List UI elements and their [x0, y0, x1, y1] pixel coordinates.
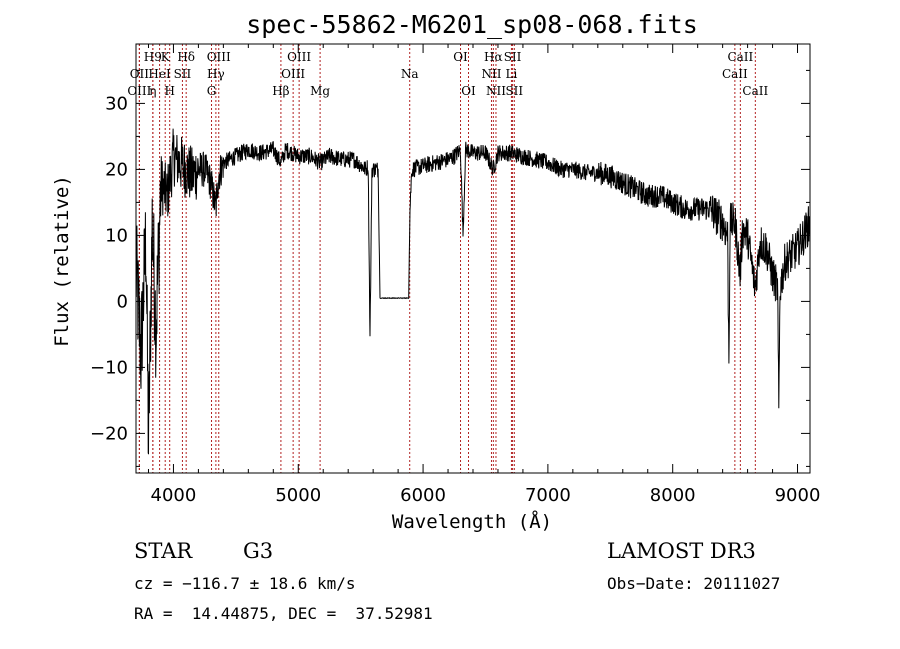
observation-date: Obs−Date: 20111027	[607, 574, 781, 593]
x-tick-label: 6000	[400, 485, 446, 506]
line-label: OII	[130, 67, 150, 81]
line-label: Hδ	[177, 50, 195, 64]
chart-title: spec-55862-M6201_sp08-068.fits	[246, 10, 698, 39]
y-axis: −20 −10 0 10 20 30	[90, 69, 810, 467]
line-label: OIII	[207, 50, 231, 64]
object-class: STAR	[134, 539, 193, 563]
line-label: Na	[401, 67, 419, 81]
line-label: SII	[505, 84, 523, 98]
line-label: SII	[504, 50, 522, 64]
coordinates: RA = 14.44875, DEC = 37.52981	[134, 604, 433, 623]
plot-frame	[135, 43, 811, 474]
line-label: H9	[144, 50, 162, 64]
line-label: Hα	[484, 50, 503, 64]
y-tick-label: 30	[105, 93, 128, 114]
line-label: OIII	[281, 67, 305, 81]
y-axis-label: Flux (relative)	[51, 175, 73, 347]
spectrum-line	[135, 128, 811, 455]
line-label: Hβ	[272, 84, 289, 98]
line-label: K	[161, 50, 171, 64]
y-tick-label: −10	[90, 357, 128, 378]
line-label: Li	[506, 67, 518, 81]
x-axis-label: Wavelength (Å)	[392, 510, 552, 533]
y-tick-label: 10	[105, 225, 128, 246]
redshift-line: cz = −116.7 ± 18.6 km/s	[134, 574, 356, 593]
line-label: CaII	[727, 50, 753, 64]
line-label: NII	[486, 84, 506, 98]
line-label: SII	[174, 67, 192, 81]
line-label: CaII	[742, 84, 768, 98]
x-tick-label: 4000	[151, 485, 197, 506]
line-label: OI	[461, 84, 476, 98]
line-label: OI	[453, 50, 468, 64]
line-markers	[138, 44, 756, 473]
line-label: CaII	[722, 67, 748, 81]
line-label: OIII	[287, 50, 311, 64]
line-label: HeI	[148, 67, 171, 81]
x-tick-label: 7000	[525, 485, 571, 506]
x-tick-label: 8000	[650, 485, 696, 506]
object-subclass: G3	[243, 539, 274, 563]
y-tick-label: 20	[105, 159, 128, 180]
line-label: NII	[481, 67, 501, 81]
line-label: G	[207, 84, 217, 98]
x-tick-label: 5000	[275, 485, 321, 506]
y-tick-label: −20	[90, 423, 128, 444]
x-axis: 4000 5000 6000 7000 8000 9000	[147, 44, 821, 506]
line-label: Hγ	[207, 67, 225, 81]
line-label: Mg	[310, 84, 330, 98]
survey-name: LAMOST DR3	[607, 539, 756, 563]
x-tick-label: 9000	[775, 485, 821, 506]
line-label: OIII	[127, 84, 151, 98]
line-label: η	[149, 84, 156, 98]
y-tick-label: 0	[117, 291, 128, 312]
line-label: H	[164, 84, 174, 98]
